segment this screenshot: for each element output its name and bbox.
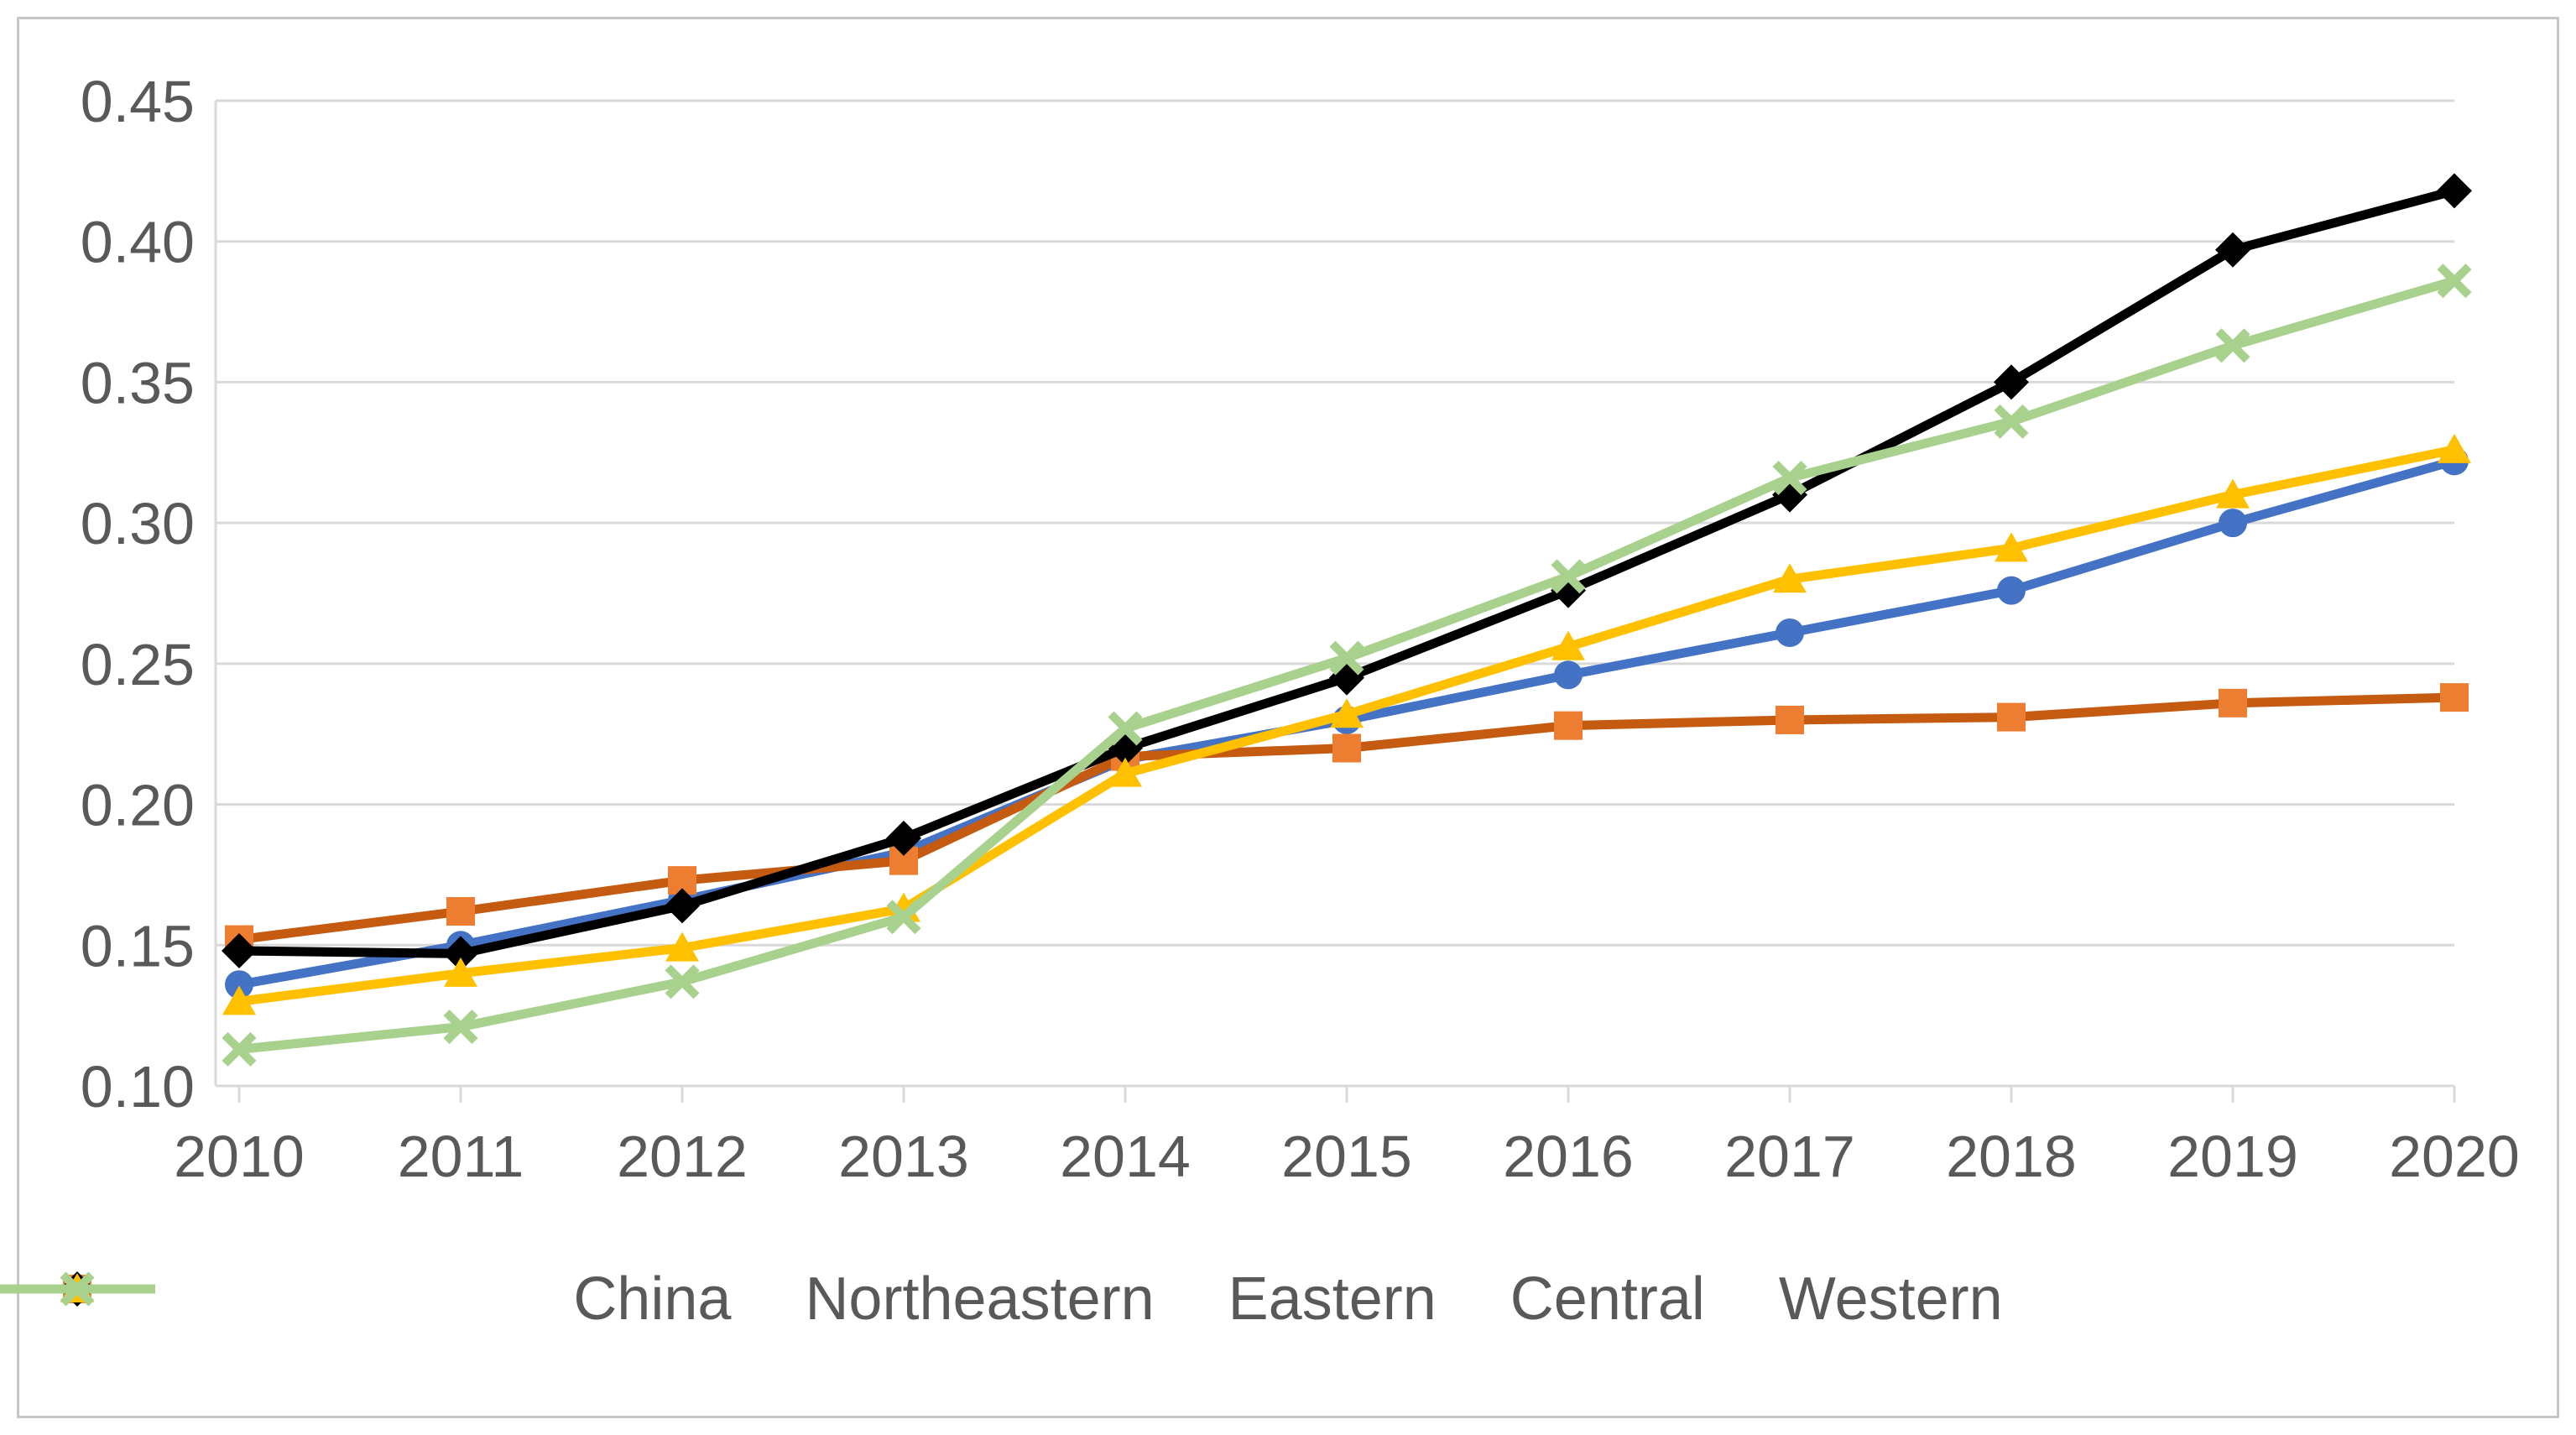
x-axis-tick-label: 2018: [1946, 1124, 2077, 1189]
y-axis-tick-label: 0.15: [81, 913, 195, 978]
x-marker: [886, 900, 921, 935]
x-axis-tick-label: 2014: [1060, 1124, 1191, 1189]
diamond-marker: [2437, 173, 2472, 209]
triangle-marker: [444, 957, 477, 987]
diamond-marker: [665, 888, 700, 924]
square-marker: [1554, 711, 1583, 740]
legend-label: Western: [1778, 1265, 2003, 1333]
legend-item-northeastern: Northeastern: [0, 1265, 1155, 1333]
legend-item-western: Western: [0, 1265, 2003, 1333]
circle-marker: [1776, 618, 1804, 647]
circle-marker: [1997, 576, 2026, 605]
triangle-marker: [665, 931, 699, 962]
x-marker: [1772, 460, 1807, 496]
square-marker: [2219, 688, 2247, 718]
triangle-marker: [1108, 757, 1142, 787]
y-axis-tick-label: 0.10: [81, 1054, 195, 1119]
triangle-marker: [222, 985, 256, 1015]
legend-marker-x-icon: [0, 1271, 155, 1307]
series-line: [238, 186, 2456, 958]
diamond-marker: [443, 936, 478, 972]
square-marker: [446, 897, 475, 926]
diamond-marker: [886, 820, 921, 856]
chart-legend: China Northeastern Eastern Central Western: [0, 1269, 2576, 1329]
x-axis-tick-label: 2016: [1503, 1124, 1634, 1189]
square-marker: [1997, 702, 2026, 732]
x-marker: [1108, 711, 1143, 746]
x-marker: [2437, 264, 2472, 299]
x-marker: [1551, 559, 1586, 594]
circle-marker: [225, 970, 253, 999]
x-marker: [665, 964, 700, 999]
diamond-marker: [1994, 364, 2029, 400]
triangle-marker: [1330, 698, 1364, 728]
diamond-marker: [2215, 232, 2250, 268]
x-marker: [1329, 640, 1364, 676]
triangle-marker: [1773, 563, 1807, 593]
x-marker: [222, 1031, 257, 1067]
x-marker: [2215, 328, 2250, 363]
legend-label: Central: [1510, 1265, 1705, 1333]
x-axis-tick-label: 2013: [838, 1124, 969, 1189]
x-marker: [60, 1271, 95, 1307]
y-axis-tick-label: 0.30: [81, 491, 195, 556]
series-eastern: [222, 173, 2472, 972]
x-axis-tick-label: 2010: [174, 1124, 305, 1189]
square-marker: [2440, 683, 2469, 712]
legend-item-central: Central: [0, 1265, 1705, 1333]
series-northeastern: [225, 683, 2469, 954]
legend-item-china: China: [0, 1265, 732, 1333]
square-marker: [1776, 705, 1804, 734]
triangle-marker: [1995, 532, 2028, 562]
series-central: [222, 433, 2471, 1015]
x-axis-tick-label: 2011: [398, 1124, 524, 1189]
circle-marker: [2219, 509, 2247, 538]
legend-label: Northeastern: [805, 1265, 1155, 1333]
y-axis-tick-label: 0.20: [81, 773, 195, 838]
x-axis-tick-label: 2019: [2167, 1124, 2298, 1189]
x-axis-tick-label: 2015: [1281, 1124, 1412, 1189]
x-marker: [1994, 404, 2029, 439]
legend-item-eastern: Eastern: [0, 1265, 1437, 1333]
x-axis-tick-label: 2012: [617, 1124, 748, 1189]
x-axis-tick-label: 2020: [2389, 1124, 2520, 1189]
y-axis-tick-label: 0.35: [81, 350, 195, 415]
x-axis-tick-label: 2017: [1724, 1124, 1855, 1189]
legend-label: China: [573, 1265, 732, 1333]
y-axis-tick-label: 0.45: [81, 69, 195, 134]
diamond-marker: [222, 932, 257, 968]
triangle-marker: [2438, 433, 2471, 463]
y-axis-tick-label: 0.25: [81, 632, 195, 697]
triangle-marker: [2216, 478, 2250, 509]
legend-label: Eastern: [1228, 1265, 1437, 1333]
chart-outer-border: [17, 17, 2559, 1418]
triangle-marker: [1551, 630, 1585, 660]
y-axis-tick-label: 0.40: [81, 210, 195, 275]
x-marker: [443, 1010, 478, 1045]
circle-marker: [1554, 660, 1583, 690]
series-western: [222, 264, 2472, 1067]
square-marker: [1332, 733, 1361, 763]
